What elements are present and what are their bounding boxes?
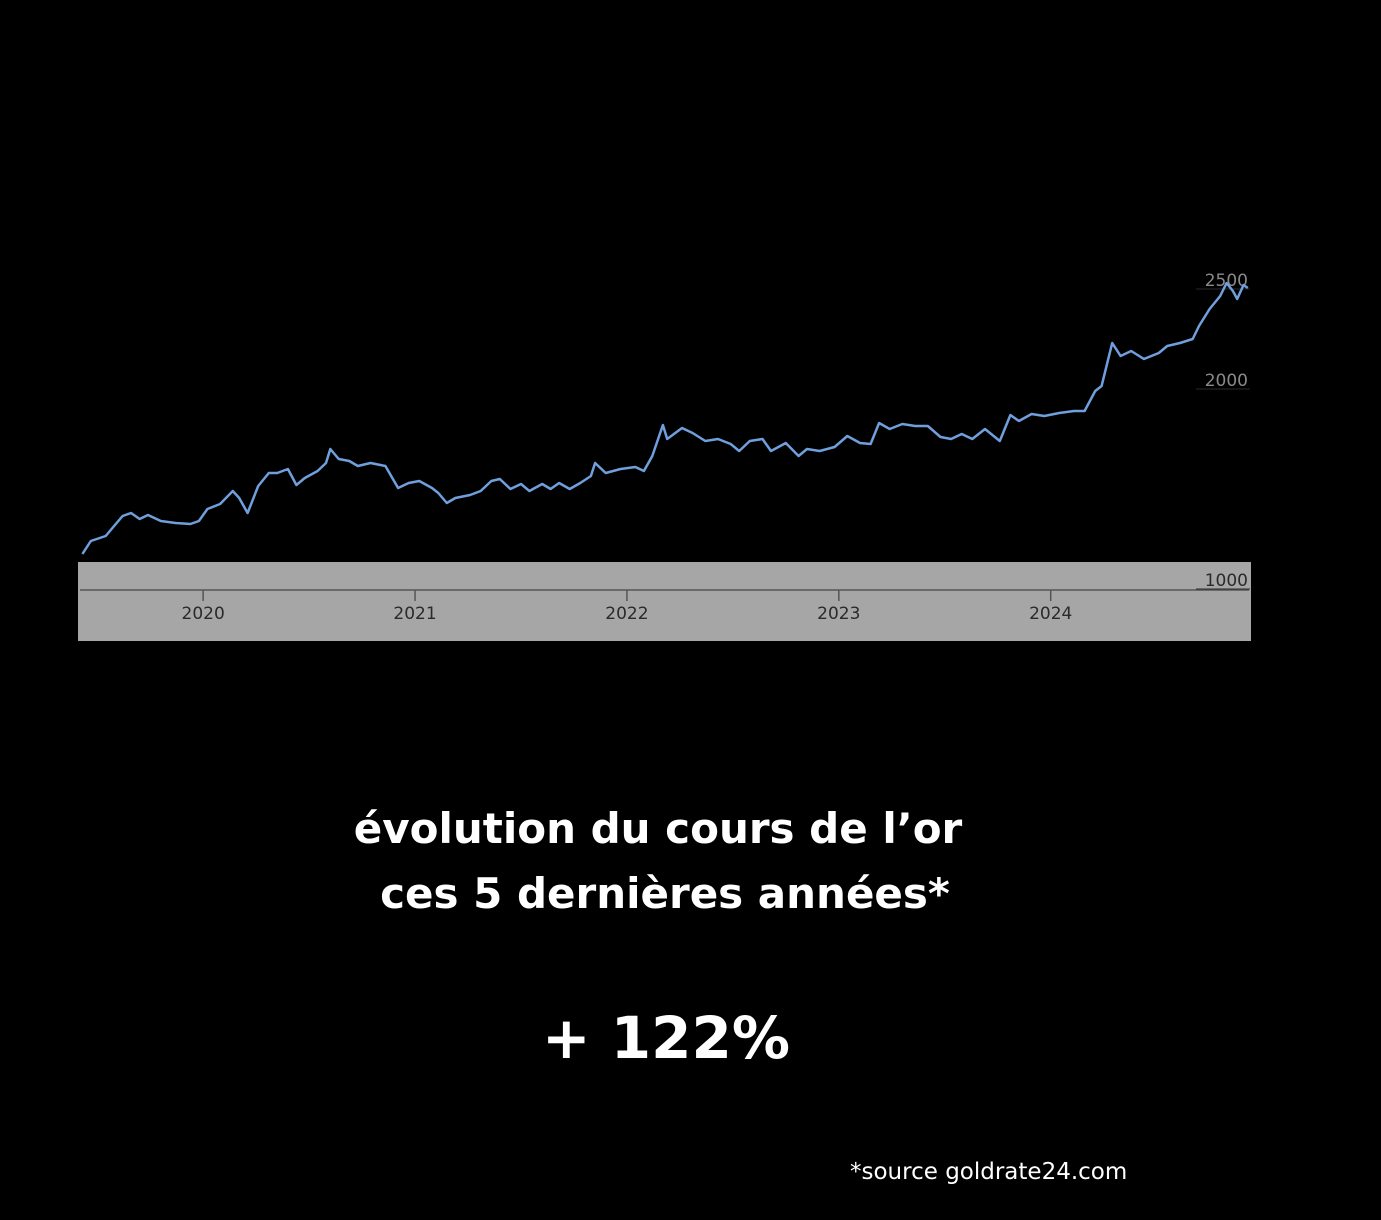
- y-tick-label: 2500: [1205, 271, 1248, 291]
- x-tick-label: 2024: [1029, 604, 1072, 624]
- chart-subtitle: ces 5 dernières années*: [380, 869, 950, 918]
- annotation: + 122%: [542, 1004, 790, 1072]
- price-line: [81, 281, 1249, 555]
- x-tick-label: 2020: [182, 604, 225, 624]
- x-tick-label: 2023: [817, 604, 860, 624]
- x-axis-band: [78, 562, 1251, 641]
- source-note: *source goldrate24.com: [850, 1159, 1127, 1185]
- x-tick-label: 2022: [605, 604, 648, 624]
- chart-title: évolution du cours de l’or: [354, 804, 963, 853]
- y-tick-label: 1000: [1205, 571, 1248, 591]
- y-tick-label: 2000: [1205, 371, 1248, 391]
- x-tick-label: 2021: [393, 604, 436, 624]
